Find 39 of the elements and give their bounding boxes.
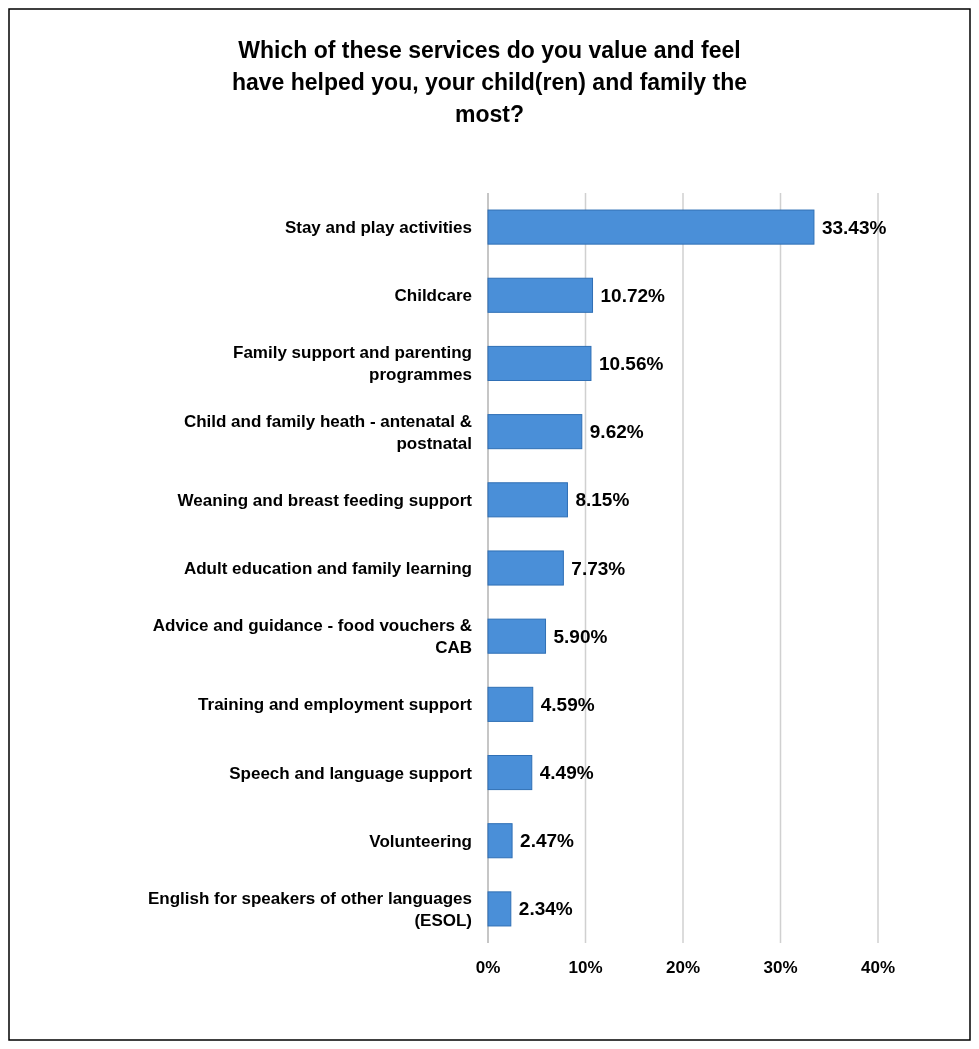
- y-tick-label: Child and family heath - antenatal & postnatal: [183, 411, 472, 453]
- data-label: 4.59%: [540, 693, 595, 715]
- x-tick-label: 20%: [665, 958, 701, 977]
- bar: [487, 209, 815, 245]
- data-label: 10.56%: [598, 352, 664, 374]
- chart-title: Which of these services do you value and feel have helped you, your child(ren) and family the most?: [231, 37, 748, 127]
- bar: [487, 891, 512, 927]
- data-label: 5.90%: [553, 625, 608, 647]
- bar: [487, 414, 583, 450]
- y-tick-label: Volunteering: [369, 831, 472, 851]
- y-tick-label: Stay and play activities: [284, 217, 472, 237]
- data-label: 2.34%: [518, 898, 573, 920]
- x-tick-label: 30%: [763, 958, 798, 977]
- bar: [487, 277, 594, 313]
- bar: [487, 618, 547, 654]
- bar: [487, 755, 533, 791]
- bar: [487, 345, 592, 381]
- bar: [487, 823, 513, 859]
- y-tick-label: Family support and parenting programmes: [233, 342, 472, 384]
- y-tick-label: Childcare: [394, 285, 472, 305]
- data-label: 8.15%: [575, 489, 630, 511]
- data-label: 9.62%: [589, 421, 644, 443]
- x-tick-label: 40%: [860, 958, 896, 977]
- y-tick-label: Training and employment support: [198, 694, 473, 714]
- y-tick-label: Speech and language support: [229, 763, 473, 783]
- data-label: 33.43%: [821, 216, 887, 238]
- data-label: 10.72%: [600, 284, 666, 306]
- bar: [487, 686, 534, 722]
- bar: [487, 550, 564, 586]
- y-tick-label: Weaning and breast feeding support: [177, 490, 473, 510]
- bar: [487, 482, 568, 518]
- y-tick-label: English for speakers of other languages (ESOL): [147, 888, 472, 930]
- x-tick-label: 0%: [475, 958, 501, 977]
- y-tick-label: Adult education and family learning: [183, 558, 472, 578]
- data-label: 4.49%: [539, 762, 594, 784]
- data-label: 2.47%: [520, 830, 575, 852]
- data-label: 7.73%: [571, 557, 626, 579]
- x-tick-label: 10%: [568, 958, 603, 977]
- y-tick-label: Advice and guidance - food vouchers & CAB: [152, 615, 472, 657]
